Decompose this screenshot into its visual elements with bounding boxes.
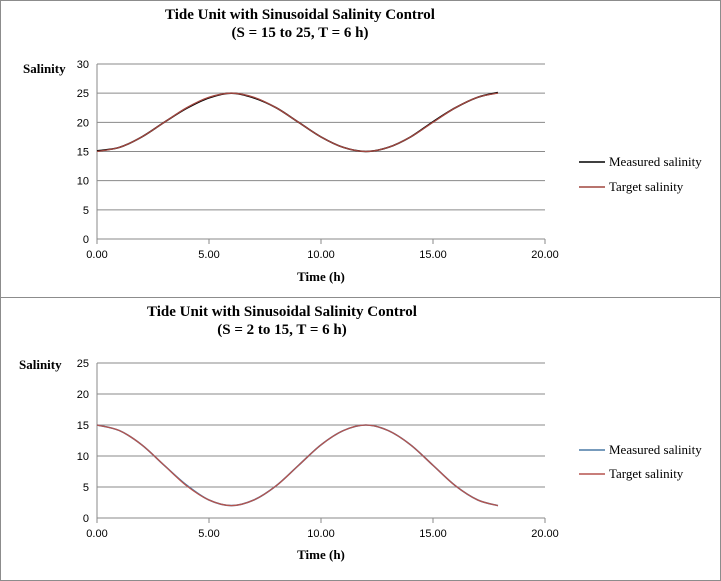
series-line-target: [96, 92, 499, 153]
legend-measured-label: Measured salinity: [609, 154, 702, 169]
chart-2-y-axis-title: Salinity: [19, 357, 62, 372]
y-tick-label: 0: [83, 513, 89, 525]
chart-1-legend: Measured salinity Target salinity: [579, 154, 702, 194]
x-tick-label: 10.00: [307, 528, 335, 540]
chart-panel-2: Tide Unit with Sinusoidal Salinity Contr…: [0, 297, 721, 581]
y-tick-label: 0: [83, 234, 89, 246]
legend-target-label: Target salinity: [609, 179, 684, 194]
chart-2-plot-area: 0 5 10 15 20 25 0.00 5.00 10.00 15.00 20.00: [77, 358, 559, 540]
x-tick-label: 5.00: [198, 249, 219, 261]
y-tick-label: 15: [77, 147, 89, 159]
chart-1-svg: Tide Unit with Sinusoidal Salinity Contr…: [23, 7, 702, 284]
x-tick-label: 20.00: [531, 528, 559, 540]
x-tick-label: 15.00: [419, 528, 447, 540]
chart-2-x-axis-title: Time (h): [297, 547, 345, 562]
series-line-measured: [96, 424, 499, 507]
chart-2-title: Tide Unit with Sinusoidal Salinity Contr…: [147, 304, 417, 320]
series-line-target: [96, 424, 499, 507]
chart-1-y-axis-title: Salinity: [23, 61, 66, 76]
x-tick-label: 20.00: [531, 249, 559, 261]
y-tick-label: 15: [77, 420, 89, 432]
y-tick-label: 10: [77, 451, 89, 463]
chart-panel-1: Tide Unit with Sinusoidal Salinity Contr…: [0, 0, 721, 299]
y-tick-label: 5: [83, 205, 89, 217]
chart-2-subtitle: (S = 2 to 15, T = 6 h): [217, 322, 346, 338]
y-tick-label: 10: [77, 176, 89, 188]
chart-2-legend: Measured salinity Target salinity: [579, 442, 702, 481]
chart-1-x-axis-title: Time (h): [297, 269, 345, 284]
x-tick-label: 15.00: [419, 249, 447, 261]
x-tick-label: 10.00: [307, 249, 335, 261]
y-tick-label: 30: [77, 59, 89, 71]
chart-1-plot-area: 0 5 10 15 20 25 30 0.00 5.00 10.00 15.00 20.00: [77, 59, 559, 261]
legend-target-label: Target salinity: [609, 466, 684, 481]
chart-2-svg: Tide Unit with Sinusoidal Salinity Contr…: [19, 304, 702, 562]
y-tick-label: 25: [77, 358, 89, 370]
legend-measured-label: Measured salinity: [609, 442, 702, 457]
y-tick-label: 5: [83, 482, 89, 494]
x-tick-label: 0.00: [86, 528, 107, 540]
chart-1-subtitle: (S = 15 to 25, T = 6 h): [232, 25, 369, 41]
chart-1-title: Tide Unit with Sinusoidal Salinity Contr…: [165, 7, 435, 23]
x-tick-label: 5.00: [198, 528, 219, 540]
y-tick-label: 20: [77, 389, 89, 401]
y-tick-label: 25: [77, 88, 89, 100]
x-tick-label: 0.00: [86, 249, 107, 261]
y-tick-label: 20: [77, 117, 89, 129]
